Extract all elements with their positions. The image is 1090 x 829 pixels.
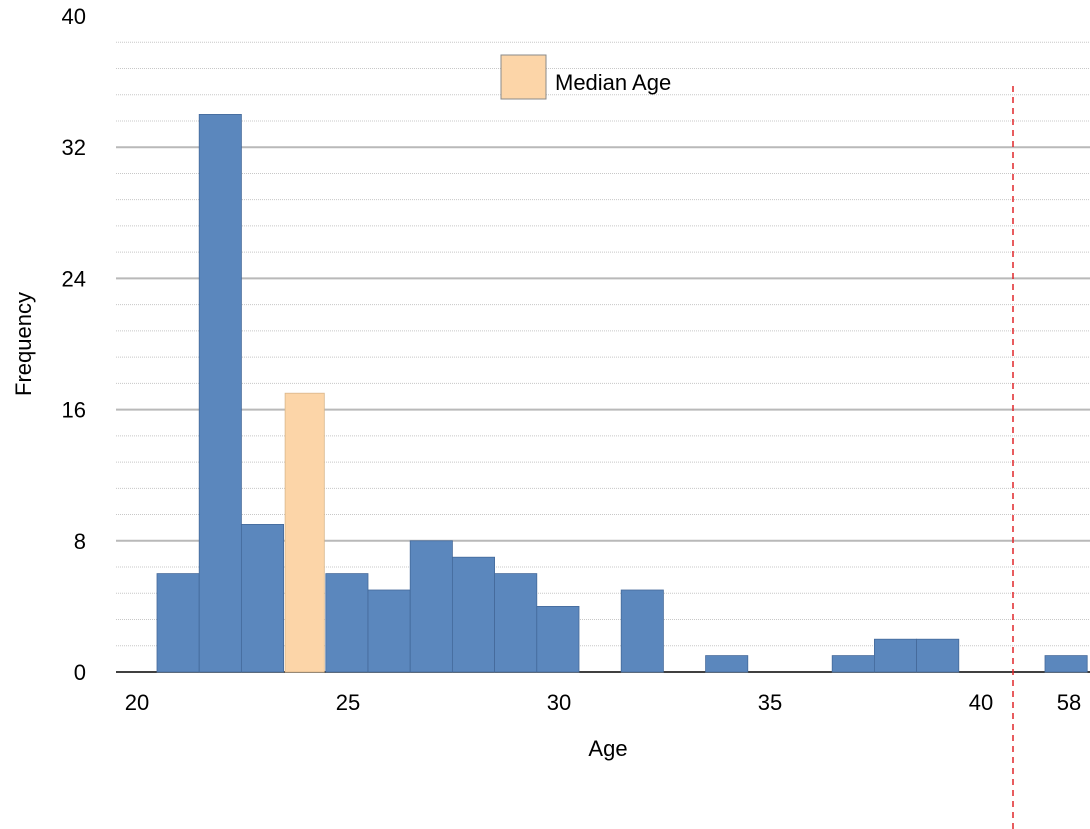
histogram-bar: [451, 556, 495, 673]
grid-lines: [116, 41, 1090, 673]
histogram-bar: [198, 114, 242, 673]
x-tick-label: 40: [969, 690, 993, 715]
legend: Median Age: [500, 54, 671, 100]
x-axis-label: Age: [588, 736, 627, 761]
x-tick-label: 20: [125, 690, 149, 715]
histogram-bar: [536, 606, 580, 673]
x-tick-labels: 20 25 30 35 40 58: [125, 690, 1081, 715]
histogram-bar: [240, 524, 284, 673]
histogram-bar: [831, 655, 875, 673]
histogram-bar: [916, 638, 960, 673]
histogram-bar: [874, 638, 918, 673]
x-tick-label: 25: [336, 690, 360, 715]
histogram-bar: [367, 589, 411, 673]
y-tick-labels: 0 8 16 24 32 40: [62, 4, 86, 685]
histogram-bar: [494, 573, 538, 673]
legend-label-median-age: Median Age: [555, 70, 671, 95]
bars-layer: [156, 114, 1088, 673]
y-tick-label: 24: [62, 266, 86, 291]
histogram-bar: [325, 573, 369, 673]
y-tick-label: 32: [62, 135, 86, 160]
histogram-bar: [705, 655, 749, 673]
histogram-bar: [409, 540, 453, 673]
y-tick-label: 40: [62, 4, 86, 29]
y-axis-label: Frequency: [11, 292, 36, 396]
histogram-bar: [620, 589, 664, 673]
histogram-bar: [156, 573, 200, 673]
y-tick-label: 16: [62, 398, 86, 423]
legend-swatch-median-age: [500, 54, 547, 100]
x-tick-label: 58: [1057, 690, 1081, 715]
y-tick-label: 8: [74, 529, 86, 554]
x-tick-label: 35: [758, 690, 782, 715]
y-tick-label: 0: [74, 660, 86, 685]
bar-median-age: [284, 392, 325, 673]
histogram-bar: [1044, 655, 1088, 673]
x-tick-label: 30: [547, 690, 571, 715]
